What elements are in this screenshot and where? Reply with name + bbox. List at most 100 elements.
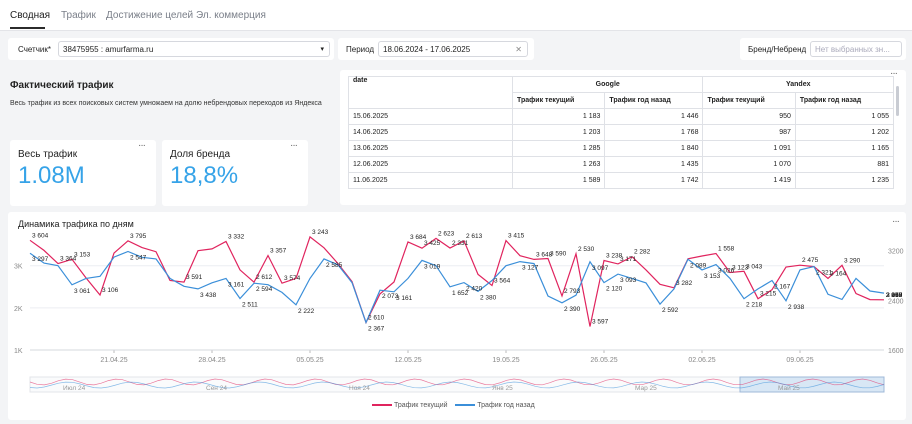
data-label-prev: 2 420 — [466, 286, 483, 293]
cell-value: 1 165 — [794, 140, 895, 157]
top-tab-bar: Сводная Трафик Достижение целей Эл. комм… — [0, 0, 912, 31]
data-label-current: 2 197 — [886, 292, 903, 299]
data-label-prev: 3 026 — [718, 268, 735, 275]
chart-legend: Трафик текущий Трафик год назад — [372, 402, 535, 409]
chevron-down-icon: ▾ — [320, 46, 324, 53]
x-tick-label: 09.06.25 — [786, 357, 813, 364]
data-label-current: 3 604 — [32, 232, 49, 239]
data-label-prev: 3 127 — [522, 265, 539, 272]
table-row: 14.06.2025 1 203 1 768 987 1 202 — [348, 124, 895, 141]
data-label-current: 3 590 — [550, 251, 567, 258]
tab-traffic[interactable]: Трафик — [61, 10, 96, 21]
col-header-sub: Трафик текущий — [702, 92, 796, 109]
table-row: 11.06.2025 1 589 1 742 1 419 1 235 — [348, 172, 895, 189]
cell-value: 1 183 — [511, 108, 606, 125]
data-label-current: 2 530 — [578, 246, 595, 253]
data-label-current: 3 357 — [270, 247, 287, 254]
kpi-total-label: Весь трафик — [18, 149, 78, 160]
data-label-prev: 2 594 — [256, 286, 273, 293]
kpi-brand-value: 18,8% — [170, 162, 239, 189]
data-label-current: 3 648 — [536, 251, 553, 258]
data-label-prev: 2 380 — [480, 294, 497, 301]
series-line-prev — [29, 250, 885, 325]
y-right-tick-label: 1600 — [888, 348, 904, 355]
col-header-sub: Трафик год назад — [794, 92, 895, 109]
data-label-prev: 3 019 — [424, 263, 441, 270]
data-label-current: 2 613 — [466, 233, 483, 240]
period-date-input[interactable]: 18.06.2024 - 17.06.2025 ✕ — [378, 41, 528, 57]
period-label: Период — [346, 45, 375, 54]
cell-value: 881 — [794, 156, 895, 173]
data-label-prev: 2 547 — [130, 254, 147, 261]
data-label-current: 2 969 — [886, 292, 903, 299]
navigator-label: Мар 25 — [635, 385, 657, 392]
more-options-icon[interactable]: ··· — [138, 140, 146, 151]
data-label-current: 3 153 — [74, 251, 91, 258]
table-scrollbar[interactable] — [896, 86, 899, 116]
data-label-current: 2 978 — [886, 292, 903, 299]
navigator-label: Сен 24 — [206, 385, 227, 392]
x-tick-label: 21.04.25 — [100, 357, 127, 364]
data-label-prev: 3 093 — [620, 277, 637, 284]
tab-ecommerce[interactable]: Эл. коммерция — [196, 10, 266, 21]
data-label-prev: 3 438 — [200, 292, 217, 299]
chart-title: Динамика трафика по дням — [18, 219, 134, 229]
data-label-prev: 2 321 — [816, 270, 833, 277]
col-header-sub: Трафик текущий — [511, 92, 606, 109]
kpi-brand-label: Доля бренда — [170, 149, 231, 160]
data-label-current: 3 290 — [844, 257, 861, 264]
y-tick-label: 1K — [14, 348, 23, 355]
clear-icon[interactable]: ✕ — [515, 45, 522, 54]
data-label-prev: 2 592 — [662, 307, 679, 314]
info-section: Фактический трафик Весь трафик из всех п… — [10, 80, 330, 108]
table-row: 13.06.2025 1 285 1 840 1 091 1 165 — [348, 140, 895, 157]
data-label-current: 3 013 — [886, 292, 903, 299]
cell-value: 1 070 — [702, 156, 796, 173]
data-label-current: 3 564 — [494, 278, 511, 285]
data-label-current: 2 218 — [886, 292, 903, 299]
data-label-current: 3 243 — [312, 229, 329, 236]
y-tick-label: 2K — [14, 306, 23, 313]
tab-svodnaya[interactable]: Сводная — [10, 10, 51, 21]
navigator-label: Янв 25 — [492, 385, 513, 392]
data-label-prev: 2 089 — [690, 262, 707, 269]
data-label-prev: 3 097 — [592, 265, 609, 272]
data-label-prev: 2 511 — [242, 302, 258, 309]
counter-select[interactable]: 38475955 : amurfarma.ru ▾ — [58, 41, 330, 57]
data-label-prev: 2 167 — [774, 283, 791, 290]
tab-goals[interactable]: Достижение целей — [106, 10, 194, 21]
navigator-label: Июл 24 — [63, 385, 86, 392]
data-label-current: 3 215 — [760, 291, 777, 298]
cell-value: 1 285 — [511, 140, 606, 157]
data-label-current: 2 282 — [634, 249, 651, 256]
counter-value: 38475955 : amurfarma.ru — [63, 45, 154, 54]
brand-filter-card: Бренд/Небренд Нет выбранных зн... — [740, 38, 906, 60]
x-tick-label: 26.05.25 — [590, 357, 617, 364]
cell-value: 1 435 — [604, 156, 704, 173]
data-label-prev: 2 222 — [298, 308, 315, 315]
brand-select[interactable]: Нет выбранных зн... — [810, 41, 902, 57]
x-tick-label: 28.04.25 — [198, 357, 225, 364]
y-right-tick-label: 3200 — [888, 249, 904, 256]
cell-value: 1 589 — [511, 172, 606, 189]
x-tick-label: 19.05.25 — [492, 357, 519, 364]
data-label-current: 3 106 — [102, 287, 119, 294]
data-label-current: 3 164 — [830, 270, 847, 277]
cell-value: 1 419 — [702, 172, 796, 189]
kpi-total-traffic-card: Весь трафик ··· 1.08M — [10, 140, 156, 206]
more-options-icon[interactable]: ··· — [290, 140, 298, 151]
data-label-current: 3 171 — [620, 256, 637, 263]
data-label-current: 3 684 — [410, 234, 427, 241]
more-options-icon[interactable]: ··· — [890, 70, 898, 79]
brand-placeholder: Нет выбранных зн... — [815, 45, 890, 54]
data-label-current: 2 610 — [368, 315, 385, 322]
legend-prev-label[interactable]: Трафик год назад — [477, 402, 535, 409]
data-label-current: 3 238 — [606, 253, 623, 260]
period-value: 18.06.2024 - 17.06.2025 — [383, 45, 471, 54]
traffic-line-chart: 3K 2K 1K 3200 2400 1600 21.04.25 28.04.25 05.05.… — [14, 229, 904, 393]
legend-current-label[interactable]: Трафик текущий — [393, 402, 448, 409]
col-group-google: Google — [511, 76, 704, 93]
more-options-icon[interactable]: ··· — [892, 216, 900, 227]
data-label-prev: 3 061 — [74, 288, 91, 295]
data-label-prev: 2 585 — [326, 262, 343, 269]
